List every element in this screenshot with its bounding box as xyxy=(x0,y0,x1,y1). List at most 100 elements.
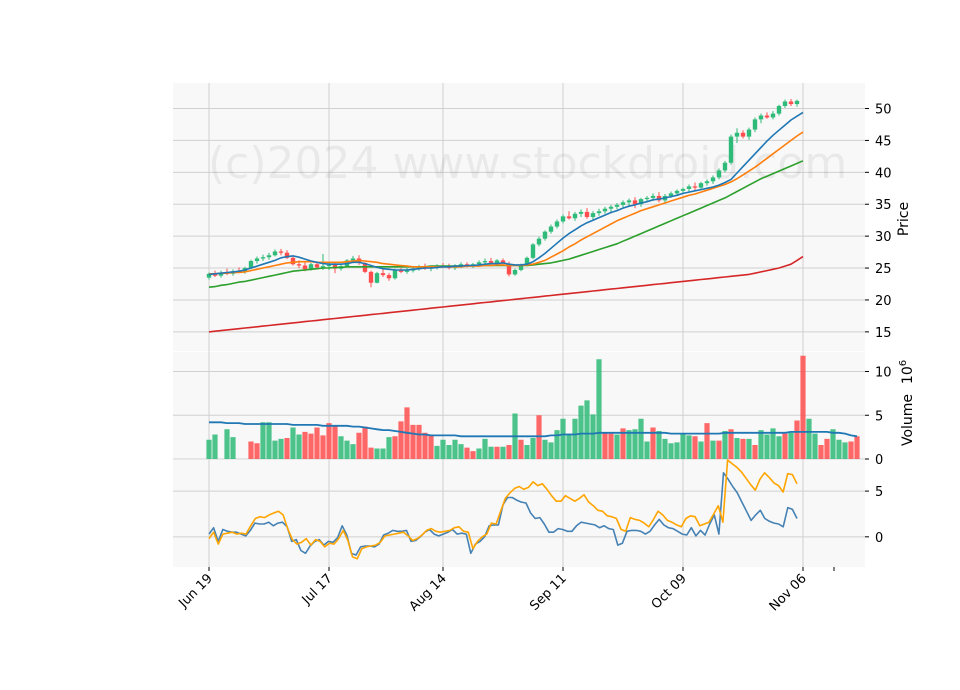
candle-body xyxy=(716,170,722,178)
candle-body xyxy=(770,113,776,118)
volume-bar xyxy=(374,448,380,459)
candle-body xyxy=(272,251,278,256)
volume-bar xyxy=(788,432,794,459)
candle-body xyxy=(566,216,572,219)
volume-bar xyxy=(206,439,212,459)
volume-bar xyxy=(632,429,638,459)
candle-body xyxy=(788,101,794,105)
candle-body xyxy=(386,275,392,279)
candle-body xyxy=(686,186,692,189)
osc-panel-bg xyxy=(173,460,865,567)
candle-body xyxy=(548,226,554,232)
x-tick-label: Oct 09 xyxy=(649,571,690,612)
volume-bar xyxy=(320,435,326,459)
volume-tick-label: 0 xyxy=(875,453,883,468)
candle-body xyxy=(260,257,266,259)
x-tick-label: Sep 11 xyxy=(527,571,570,614)
volume-bar xyxy=(614,434,620,459)
candle-body xyxy=(560,216,566,222)
volume-bar xyxy=(434,445,440,459)
candle-body xyxy=(752,119,758,130)
volume-bar xyxy=(392,436,398,459)
volume-bar xyxy=(476,448,482,459)
volume-bar xyxy=(422,432,428,459)
volume-bar xyxy=(638,418,644,459)
volume-bar xyxy=(794,420,800,459)
candle-body xyxy=(500,260,506,264)
volume-ma-line xyxy=(209,421,858,438)
price-panel xyxy=(206,98,804,333)
volume-bar xyxy=(704,423,710,459)
candle-body xyxy=(212,273,218,276)
volume-bar xyxy=(776,436,782,459)
volume-bar xyxy=(566,433,572,459)
volume-bar xyxy=(800,355,806,459)
price-panel-bg xyxy=(173,83,865,351)
candle-body xyxy=(476,262,482,265)
candle-body xyxy=(308,264,314,270)
volume-bar xyxy=(752,445,758,459)
volume-bar xyxy=(680,434,686,459)
candle-body xyxy=(584,211,590,217)
volume-bar xyxy=(542,439,548,459)
volume-bar xyxy=(440,439,446,459)
volume-bar xyxy=(548,442,554,459)
volume-bar xyxy=(686,435,692,459)
volume-bar xyxy=(806,418,812,459)
candle-body xyxy=(512,269,518,275)
volume-bar xyxy=(368,447,374,459)
candle-body xyxy=(776,105,782,114)
volume-bar xyxy=(446,445,452,459)
price-tick-label: 40 xyxy=(875,166,892,181)
candle-body xyxy=(206,273,212,278)
volume-bar xyxy=(248,441,254,459)
volume-bar xyxy=(626,430,632,459)
volume-panel xyxy=(206,355,860,459)
price-tick-label: 50 xyxy=(875,103,892,118)
candle-body xyxy=(392,270,398,279)
volume-bar xyxy=(488,446,494,459)
volume-bar xyxy=(338,436,344,459)
candle-body xyxy=(620,202,626,205)
candle-body xyxy=(536,238,542,245)
candle-body xyxy=(398,270,404,272)
volume-bar xyxy=(326,423,332,459)
volume-bar xyxy=(530,438,536,459)
candle-body xyxy=(608,206,614,209)
volume-bar xyxy=(452,439,458,459)
candle-body xyxy=(614,204,620,207)
volume-bar xyxy=(716,440,722,459)
volume-bar xyxy=(746,438,752,459)
candle-body xyxy=(704,181,710,184)
volume-bar xyxy=(260,422,266,459)
candle-body xyxy=(530,244,536,258)
volume-bar xyxy=(296,434,302,459)
volume-bar xyxy=(266,422,272,459)
candle-body xyxy=(458,264,464,266)
candle-body xyxy=(482,261,488,263)
ma-mid-line xyxy=(209,131,804,275)
candle-body xyxy=(644,197,650,200)
x-tick-label: Jul 17 xyxy=(299,571,336,608)
volume-bar xyxy=(602,432,608,459)
candle-body xyxy=(416,266,422,269)
candle-body xyxy=(794,100,800,105)
volume-bar xyxy=(278,438,284,459)
candle-body xyxy=(692,186,698,188)
volume-bar xyxy=(698,441,704,459)
candle-body xyxy=(722,162,728,171)
volume-bar xyxy=(290,427,296,459)
volume-bar xyxy=(344,440,350,459)
volume-bar xyxy=(416,424,422,459)
candle-body xyxy=(554,221,560,227)
candle-body xyxy=(680,188,686,191)
candle-body xyxy=(314,264,320,268)
volume-bar xyxy=(314,427,320,459)
volume-bar xyxy=(230,437,236,459)
volume-bar xyxy=(824,438,830,459)
volume-bar xyxy=(308,433,314,459)
volume-bar xyxy=(284,438,290,459)
volume-bar xyxy=(854,436,860,459)
volume-bar xyxy=(710,440,716,459)
price-tick-label: 15 xyxy=(875,326,892,341)
